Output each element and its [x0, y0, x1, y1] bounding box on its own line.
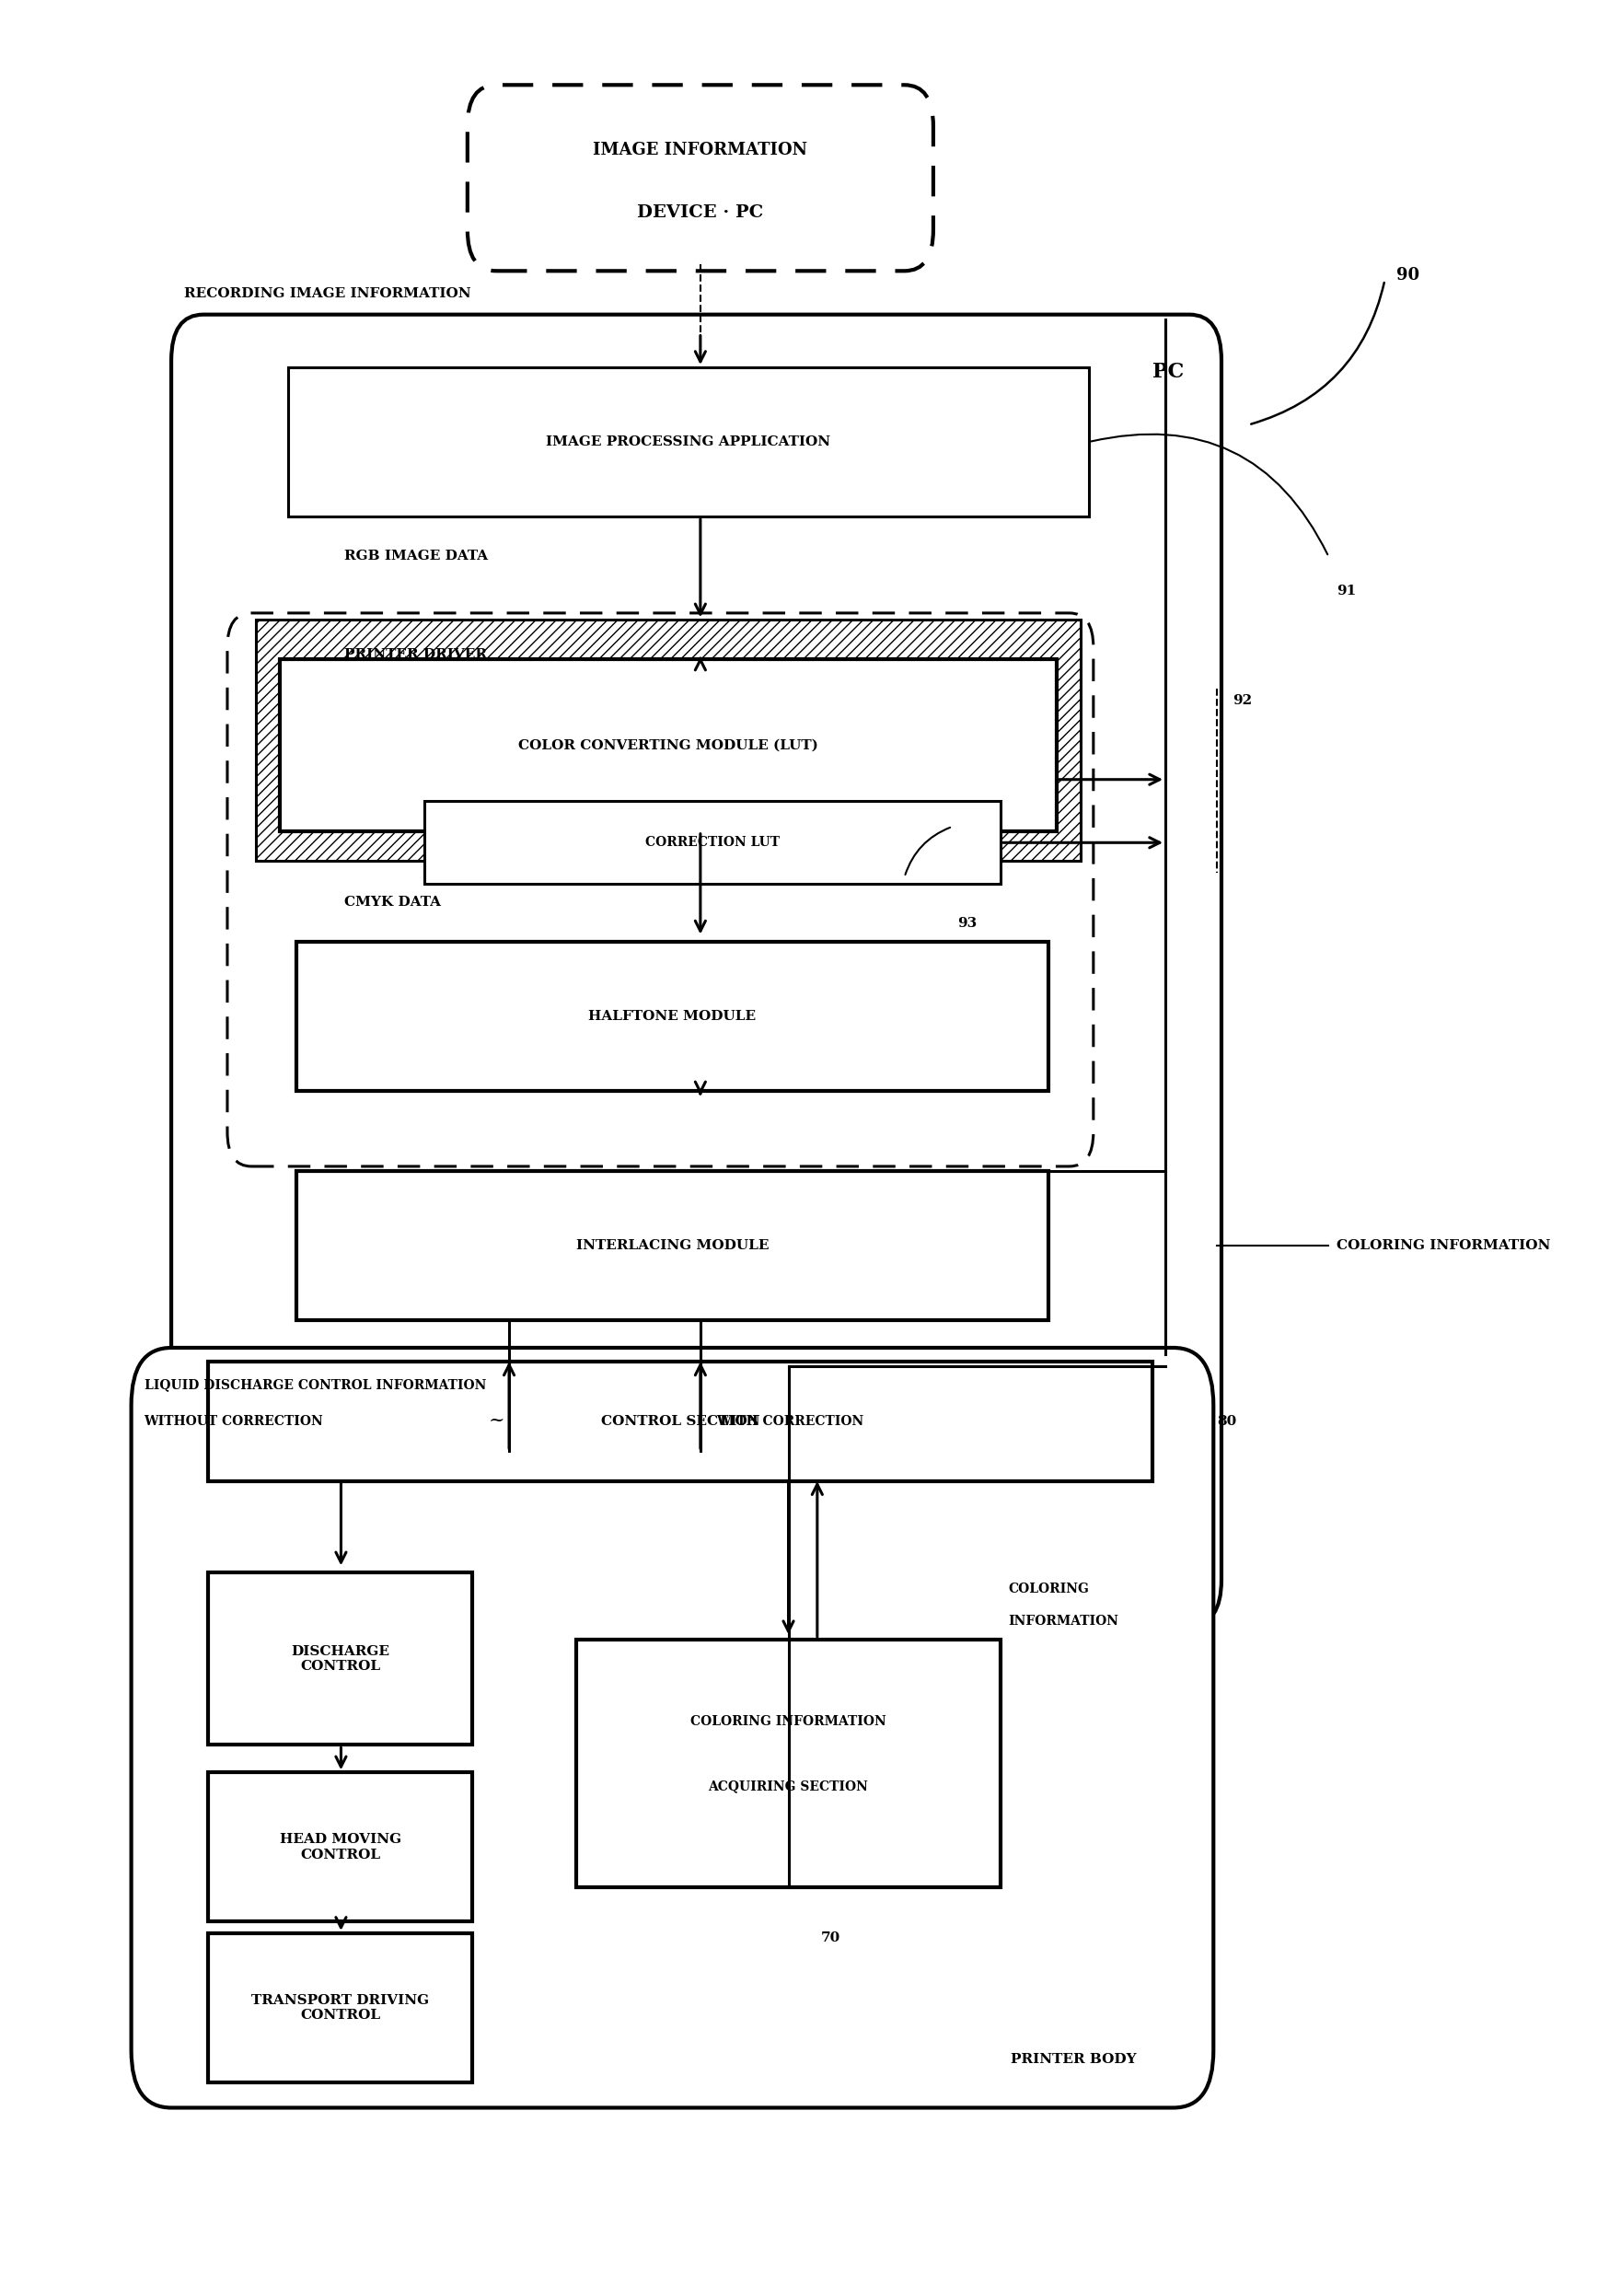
Text: ~: ~ [488, 1412, 504, 1430]
Text: WITH CORRECTION: WITH CORRECTION [716, 1414, 864, 1428]
Text: COLORING INFORMATION: COLORING INFORMATION [690, 1715, 887, 1729]
Text: 80: 80 [1216, 1414, 1236, 1428]
Text: CONTROL SECTION: CONTROL SECTION [600, 1414, 759, 1428]
Bar [296, 1171, 1049, 1320]
Bar [280, 659, 1057, 831]
Text: 92: 92 [1232, 693, 1252, 707]
Text: 70: 70 [821, 1931, 840, 1945]
Text: HEAD MOVING
CONTROL: HEAD MOVING CONTROL [280, 1832, 401, 1862]
FancyBboxPatch shape [468, 85, 933, 271]
Text: TRANSPORT DRIVING
CONTROL: TRANSPORT DRIVING CONTROL [251, 1993, 430, 2023]
Bar [208, 1362, 1152, 1481]
Bar [208, 1933, 473, 2082]
Bar [208, 1773, 473, 1922]
Text: RGB IMAGE DATA: RGB IMAGE DATA [344, 549, 488, 563]
Text: HALFTONE MODULE: HALFTONE MODULE [589, 1010, 756, 1022]
Text: DEVICE · PC: DEVICE · PC [637, 204, 764, 220]
Text: PC: PC [1154, 363, 1184, 381]
FancyBboxPatch shape [132, 1348, 1213, 2108]
Text: CMYK DATA: CMYK DATA [344, 895, 441, 909]
Bar [288, 367, 1089, 517]
Text: WITHOUT CORRECTION: WITHOUT CORRECTION [145, 1414, 323, 1428]
Text: IMAGE INFORMATION: IMAGE INFORMATION [594, 142, 808, 158]
Bar [576, 1639, 1001, 1887]
Text: INFORMATION: INFORMATION [1009, 1614, 1118, 1628]
Text: INTERLACING MODULE: INTERLACING MODULE [576, 1240, 769, 1251]
Bar [256, 620, 1081, 861]
Bar [296, 941, 1049, 1091]
Text: ACQUIRING SECTION: ACQUIRING SECTION [708, 1779, 869, 1793]
Text: 91: 91 [1337, 585, 1356, 597]
Bar [425, 801, 1001, 884]
Text: CORRECTION LUT: CORRECTION LUT [645, 836, 780, 850]
Text: COLOR CONVERTING MODULE (LUT): COLOR CONVERTING MODULE (LUT) [518, 739, 819, 751]
FancyBboxPatch shape [227, 613, 1094, 1166]
Text: 93: 93 [957, 916, 977, 930]
Text: IMAGE PROCESSING APPLICATION: IMAGE PROCESSING APPLICATION [545, 436, 830, 448]
Text: LIQUID DISCHARGE CONTROL INFORMATION: LIQUID DISCHARGE CONTROL INFORMATION [145, 1378, 486, 1391]
Text: COLORING INFORMATION: COLORING INFORMATION [1337, 1240, 1551, 1251]
Text: PRINTER DRIVER: PRINTER DRIVER [344, 647, 488, 661]
Text: COLORING: COLORING [1009, 1582, 1089, 1596]
Bar [208, 1573, 473, 1745]
FancyBboxPatch shape [171, 315, 1221, 1626]
Text: 90: 90 [1397, 266, 1419, 285]
Text: DISCHARGE
CONTROL: DISCHARGE CONTROL [291, 1644, 389, 1674]
Text: RECORDING IMAGE INFORMATION: RECORDING IMAGE INFORMATION [183, 287, 471, 301]
Text: PRINTER BODY: PRINTER BODY [1010, 2053, 1136, 2066]
